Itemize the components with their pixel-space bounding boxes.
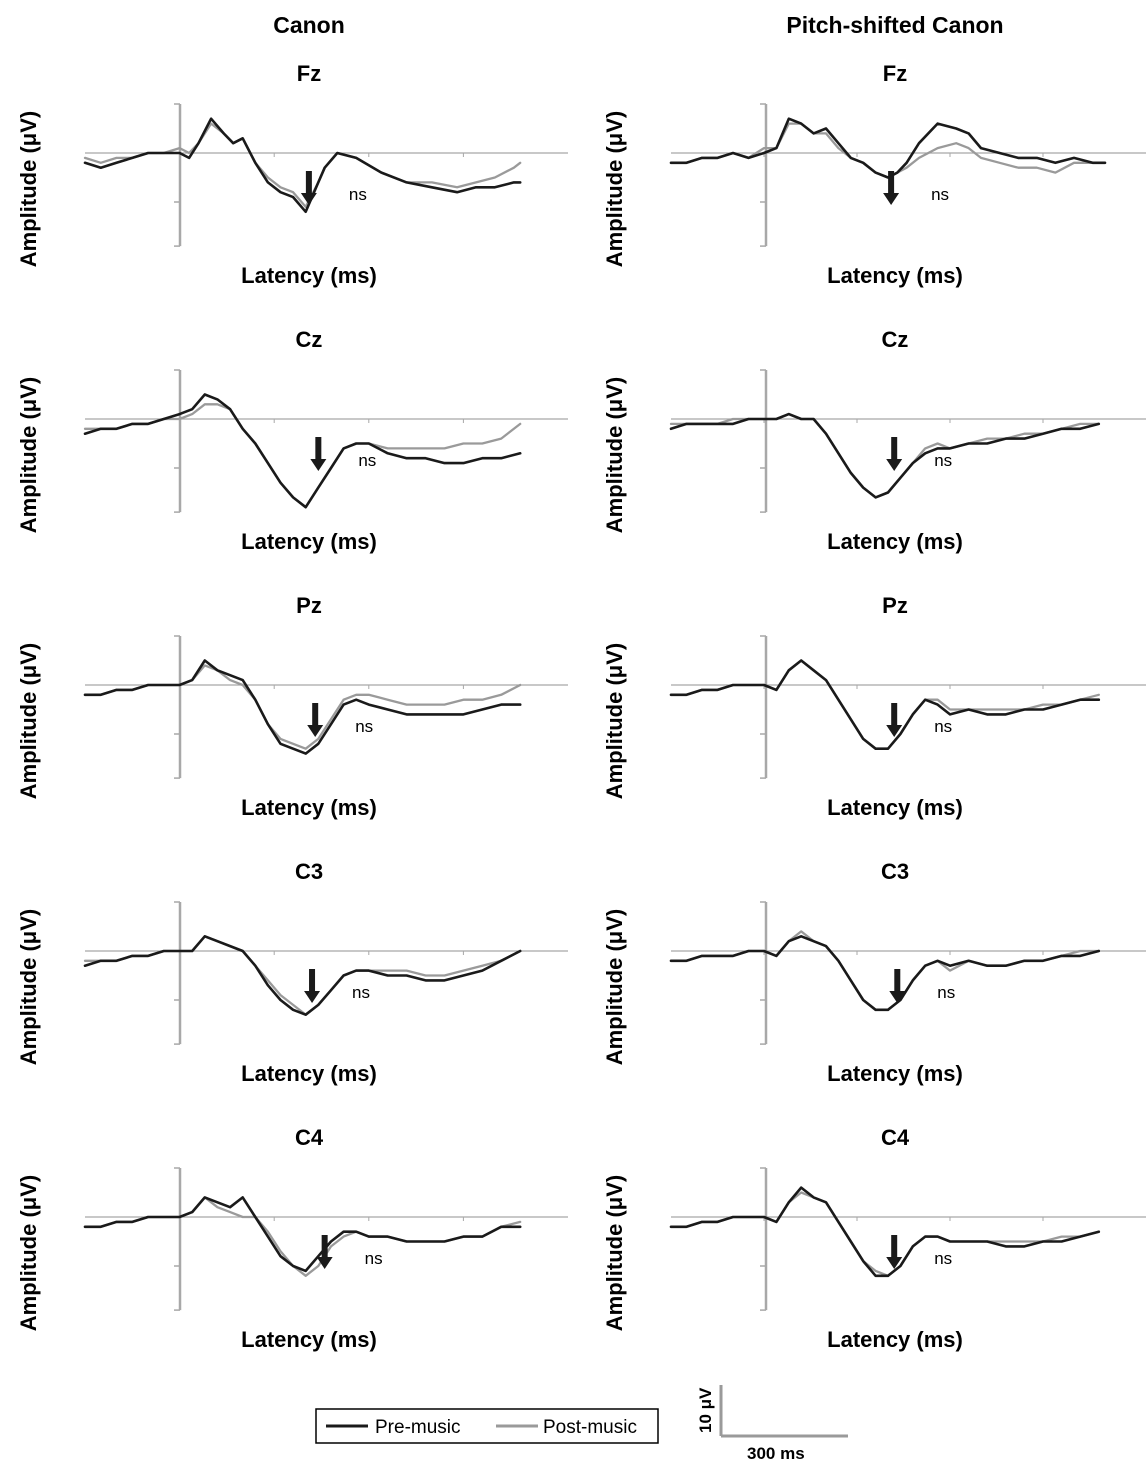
series-line-post-music bbox=[83, 403, 522, 509]
y-axis-label: Amplitude (μV) bbox=[602, 1175, 627, 1331]
x-axis-label: Latency (ms) bbox=[827, 529, 963, 554]
legend: Pre-music Post-music bbox=[315, 1408, 659, 1444]
annotation-ns: ns bbox=[934, 717, 952, 736]
peak-arrow-icon bbox=[886, 437, 903, 471]
panel-title: Fz bbox=[883, 61, 907, 86]
column-title-pitch-shifted: Pitch-shifted Canon bbox=[786, 12, 1003, 38]
annotation-ns: ns bbox=[358, 451, 376, 470]
series-line-post-music bbox=[669, 1191, 1100, 1277]
y-axis-label: Amplitude (μV) bbox=[602, 377, 627, 533]
series-line-post-music bbox=[669, 659, 1100, 750]
y-axis-label: Amplitude (μV) bbox=[16, 1175, 41, 1331]
y-axis-label: Amplitude (μV) bbox=[602, 643, 627, 799]
panel-title: Pz bbox=[296, 593, 322, 618]
series-line-post-music bbox=[669, 412, 1100, 499]
series-line-post-music bbox=[83, 935, 522, 1016]
panel-title: Pz bbox=[882, 593, 908, 618]
panel-title: Cz bbox=[296, 327, 323, 352]
column-title-canon: Canon bbox=[273, 12, 345, 38]
series-line-post-music bbox=[669, 930, 1100, 1011]
series-line-pre-music bbox=[83, 935, 522, 1016]
peak-arrow-icon bbox=[310, 437, 327, 471]
annotation-ns: ns bbox=[365, 1249, 383, 1268]
panel-fz-pitch-shifted: Fz ns Latency (ms) Amplitude (μV) bbox=[602, 61, 1146, 288]
peak-arrow-icon bbox=[304, 969, 321, 1003]
y-axis-label: Amplitude (μV) bbox=[16, 111, 41, 267]
x-axis-label: Latency (ms) bbox=[827, 1327, 963, 1352]
peak-arrow-icon bbox=[307, 703, 324, 737]
annotation-ns: ns bbox=[355, 717, 373, 736]
series-line-pre-music bbox=[669, 935, 1101, 1012]
annotation-ns: ns bbox=[934, 1249, 952, 1268]
y-axis-label: Amplitude (μV) bbox=[602, 909, 627, 1065]
x-axis-label: Latency (ms) bbox=[241, 1327, 377, 1352]
panel-cz-canon: Cz ns Latency (ms) Amplitude (μV) bbox=[16, 327, 568, 554]
y-axis-label: Amplitude (μV) bbox=[16, 643, 41, 799]
series-line-pre-music bbox=[83, 1196, 522, 1273]
peak-arrow-icon bbox=[883, 171, 900, 205]
scale-bar-time-label: 300 ms bbox=[747, 1444, 805, 1461]
panel-title: C4 bbox=[881, 1125, 910, 1150]
y-axis-label: Amplitude (μV) bbox=[16, 909, 41, 1065]
x-axis-label: Latency (ms) bbox=[827, 795, 963, 820]
legend-label-pre-music: Pre-music bbox=[375, 1417, 461, 1438]
y-axis-label: Amplitude (μV) bbox=[602, 111, 627, 267]
panel-pz-pitch-shifted: Pz ns Latency (ms) Amplitude (μV) bbox=[602, 593, 1146, 820]
annotation-ns: ns bbox=[937, 983, 955, 1002]
annotation-ns: ns bbox=[352, 983, 370, 1002]
legend-box bbox=[315, 1408, 659, 1444]
annotation-ns: ns bbox=[349, 185, 367, 204]
series-line-pre-music bbox=[669, 412, 1101, 499]
panel-c3-canon: C3 ns Latency (ms) Amplitude (μV) bbox=[16, 859, 568, 1086]
panel-c4-canon: C4 ns Latency (ms) Amplitude (μV) bbox=[16, 1125, 568, 1352]
series-line-pre-music bbox=[83, 117, 522, 214]
x-axis-label: Latency (ms) bbox=[827, 1061, 963, 1086]
scale-bar-amplitude-label: 10 μV bbox=[696, 1387, 715, 1433]
panel-c4-pitch-shifted: C4 ns Latency (ms) Amplitude (μV) bbox=[602, 1125, 1146, 1352]
series-line-pre-music bbox=[83, 393, 522, 509]
panel-title: C3 bbox=[881, 859, 909, 884]
series-line-pre-music bbox=[669, 1186, 1101, 1278]
series-line-post-music bbox=[83, 664, 522, 750]
series-line-post-music bbox=[83, 1196, 522, 1277]
panel-title: Cz bbox=[882, 327, 909, 352]
series-line-pre-music bbox=[83, 659, 522, 755]
peak-arrow-icon bbox=[886, 1235, 903, 1269]
panel-title: C3 bbox=[295, 859, 323, 884]
panel-fz-canon: Fz ns Latency (ms) Amplitude (μV) bbox=[16, 61, 568, 288]
series-line-post-music bbox=[669, 122, 1107, 179]
scale-bar: 10 μV 300 ms bbox=[696, 1385, 848, 1461]
panel-pz-canon: Pz ns Latency (ms) Amplitude (μV) bbox=[16, 593, 568, 820]
x-axis-label: Latency (ms) bbox=[241, 529, 377, 554]
peak-arrow-icon bbox=[300, 171, 317, 205]
panel-c3-pitch-shifted: C3 ns Latency (ms) Amplitude (μV) bbox=[602, 859, 1146, 1086]
annotation-ns: ns bbox=[934, 451, 952, 470]
panel-title: Fz bbox=[297, 61, 321, 86]
panels-layer: Fz ns Latency (ms) Amplitude (μV) Fz ns Latenc… bbox=[16, 61, 1146, 1352]
series-line-pre-music bbox=[669, 659, 1101, 750]
panel-title: C4 bbox=[295, 1125, 324, 1150]
y-axis-label: Amplitude (μV) bbox=[16, 377, 41, 533]
legend-label-post-music: Post-music bbox=[543, 1417, 637, 1438]
peak-arrow-icon bbox=[316, 1235, 333, 1269]
peak-arrow-icon bbox=[886, 703, 903, 737]
x-axis-label: Latency (ms) bbox=[241, 263, 377, 288]
x-axis-label: Latency (ms) bbox=[827, 263, 963, 288]
peak-arrow-icon bbox=[889, 969, 906, 1003]
series-line-pre-music bbox=[669, 117, 1107, 179]
x-axis-label: Latency (ms) bbox=[241, 1061, 377, 1086]
annotation-ns: ns bbox=[931, 185, 949, 204]
panel-cz-pitch-shifted: Cz ns Latency (ms) Amplitude (μV) bbox=[602, 327, 1146, 554]
x-axis-label: Latency (ms) bbox=[241, 795, 377, 820]
